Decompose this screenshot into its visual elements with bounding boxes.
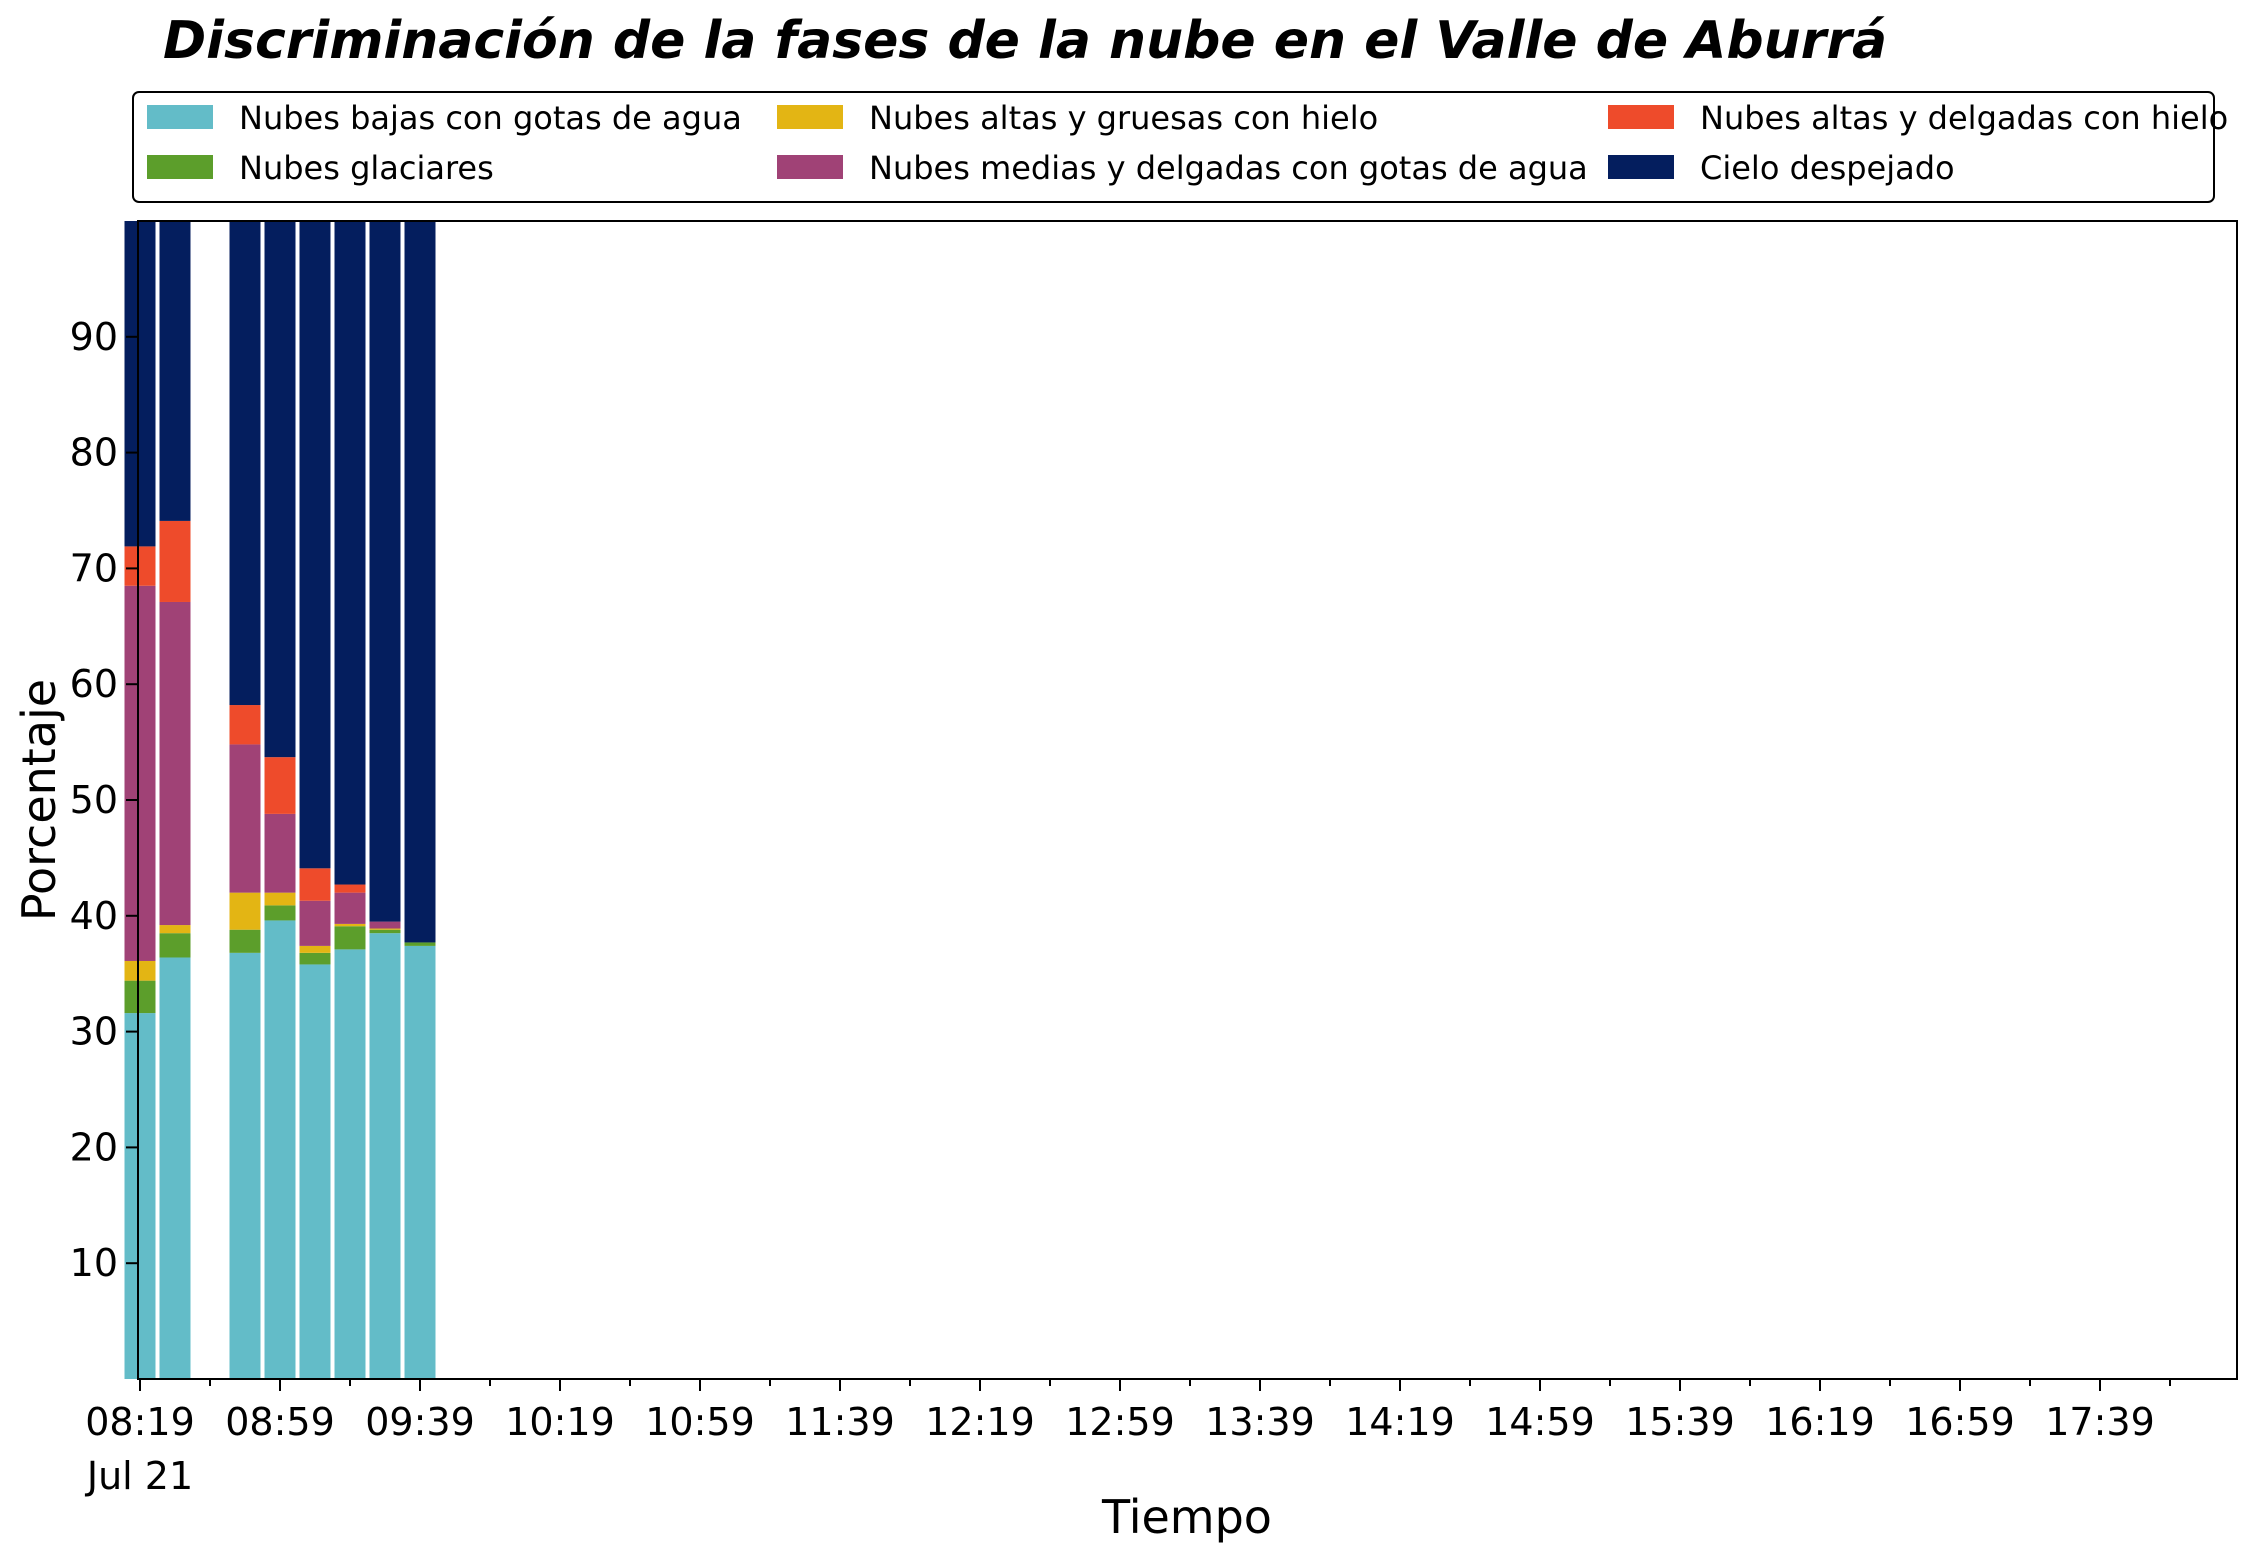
x-tick-label: 12:59 — [1065, 1400, 1175, 1444]
x-tick-label: 08:59 — [225, 1400, 335, 1444]
x-tick-label: 16:59 — [1905, 1400, 2015, 1444]
bar-segment — [299, 945, 331, 953]
legend-label: Nubes altas y gruesas con hielo — [869, 99, 1378, 137]
plot-frame — [137, 220, 2238, 1380]
legend-label: Nubes altas y delgadas con hielo — [1700, 99, 2228, 137]
bar-segment — [299, 964, 331, 1379]
y-tick-label: 80 — [70, 431, 118, 475]
bar-segment — [369, 928, 401, 930]
bar-segment — [124, 221, 156, 547]
legend-label: Nubes medias y delgadas con gotas de agu… — [869, 149, 1588, 187]
legend-swatch — [777, 105, 843, 129]
x-tick-date-label: Jul 21 — [85, 1454, 193, 1498]
x-axis: 08:19 Jul 21 08:59 09:39 10:19 10:59 11:39 12:1… — [85, 1379, 2171, 1498]
x-tick-label: 10:59 — [645, 1400, 755, 1444]
bar-segment — [229, 221, 261, 706]
bar-segment — [404, 945, 436, 1379]
y-axis-label: Porcentaje — [12, 679, 66, 921]
bar-segment — [159, 933, 191, 958]
legend: Nubes bajas con gotas de agua Nubes glaci… — [132, 91, 2228, 203]
bar-segment — [159, 601, 191, 926]
bar-segment — [124, 546, 156, 586]
bar-segment — [299, 868, 331, 901]
bar-segment — [124, 960, 156, 981]
bar-segment — [334, 949, 366, 1379]
bar-segment — [264, 905, 296, 921]
chart-title: Discriminación de la fases de la nube en… — [163, 11, 1887, 71]
bar-segment — [229, 892, 261, 930]
x-tick-label: 09:39 — [365, 1400, 475, 1444]
bars — [124, 221, 436, 1379]
legend-items: Nubes bajas con gotas de agua Nubes glaci… — [147, 99, 2228, 187]
bar-segment — [334, 923, 366, 927]
x-tick-label: 15:39 — [1625, 1400, 1735, 1444]
legend-label: Nubes bajas con gotas de agua — [239, 99, 742, 137]
x-tick-label: 10:19 — [505, 1400, 615, 1444]
x-axis-label: Tiempo — [1101, 1490, 1272, 1544]
bar-segment — [229, 929, 261, 953]
bar-segment — [159, 221, 191, 521]
x-tick-label: 13:39 — [1205, 1400, 1315, 1444]
legend-swatch — [147, 155, 213, 179]
bar-segment — [369, 921, 401, 929]
x-tick-label: 14:59 — [1485, 1400, 1595, 1444]
x-tick-label: 16:19 — [1765, 1400, 1875, 1444]
bar-segment — [369, 929, 401, 934]
y-tick-label: 50 — [70, 778, 118, 822]
bar-segment — [229, 952, 261, 1379]
x-tick-label: 14:19 — [1345, 1400, 1455, 1444]
y-tick-label: 90 — [70, 315, 118, 359]
bar-segment — [159, 520, 191, 602]
bar-segment — [334, 884, 366, 893]
y-tick-label: 10 — [70, 1241, 118, 1285]
y-axis: 10 20 30 40 50 60 70 80 90 — [70, 315, 138, 1285]
legend-swatch — [1608, 105, 1674, 129]
legend-label: Cielo despejado — [1700, 149, 1955, 187]
bar-segment — [159, 957, 191, 1379]
bar-segment — [404, 221, 436, 943]
bar-segment — [334, 926, 366, 950]
bar-segment — [334, 892, 366, 924]
bar-segment — [299, 221, 331, 869]
x-tick-label: 12:19 — [925, 1400, 1035, 1444]
legend-label: Nubes glaciares — [239, 149, 494, 187]
bar-segment — [369, 933, 401, 1379]
bar-segment — [334, 221, 366, 885]
bar-segment — [264, 813, 296, 893]
plot-area: 10 20 30 40 50 60 70 80 90 08:19 Jul 21 08:59 09:39… — [70, 220, 2238, 1498]
bar-segment — [124, 1013, 156, 1379]
x-tick-label: 17:39 — [2045, 1400, 2155, 1444]
bar-segment — [159, 925, 191, 934]
y-tick-label: 40 — [70, 894, 118, 938]
x-tick-label: 11:39 — [785, 1400, 895, 1444]
bar-segment — [299, 900, 331, 946]
y-tick-label: 30 — [70, 1010, 118, 1054]
y-tick-label: 60 — [70, 662, 118, 706]
bar-segment — [124, 585, 156, 961]
bar-segment — [229, 744, 261, 893]
bar-segment — [124, 980, 156, 1014]
legend-swatch — [147, 105, 213, 129]
bar-segment — [229, 705, 261, 745]
x-tick-label: 08:19 — [85, 1400, 195, 1444]
bar-segment — [299, 952, 331, 965]
bar-segment — [264, 221, 296, 758]
legend-swatch — [1608, 155, 1674, 179]
legend-frame — [132, 91, 2215, 203]
y-tick-label: 70 — [70, 546, 118, 590]
legend-swatch — [777, 155, 843, 179]
bar-segment — [404, 942, 436, 946]
bar-segment — [264, 892, 296, 906]
bar-segment — [264, 757, 296, 814]
bar-segment — [264, 920, 296, 1379]
y-tick-label: 20 — [70, 1125, 118, 1169]
bar-segment — [369, 221, 401, 922]
